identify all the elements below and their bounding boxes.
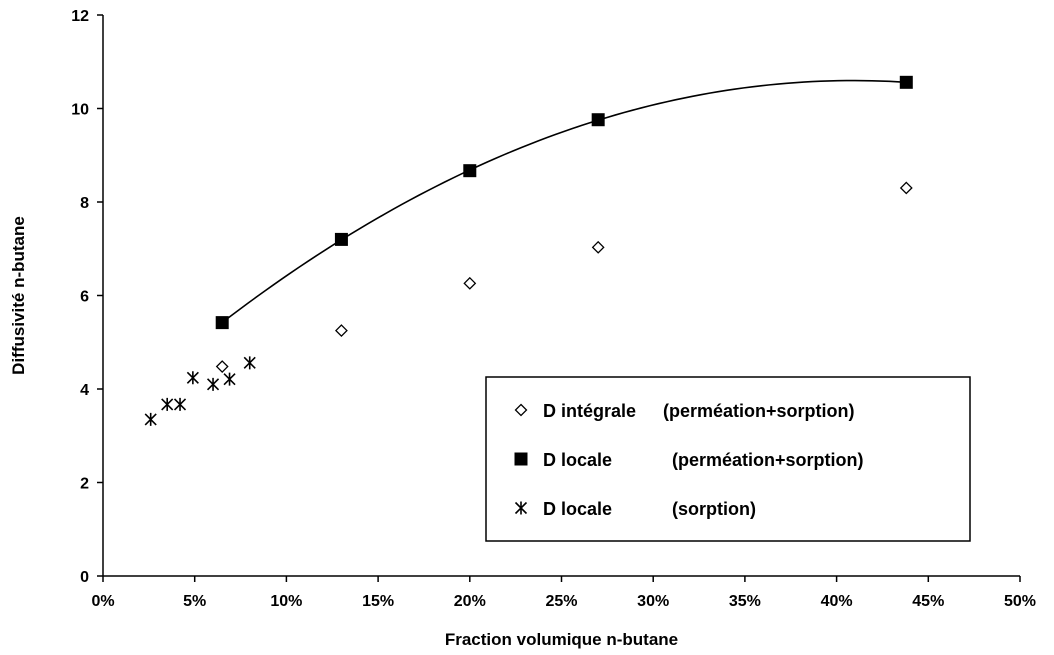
legend-box	[485, 376, 971, 542]
data-point	[591, 113, 605, 127]
trendline	[221, 79, 907, 324]
y-axis-title: Diffusivité n-butane	[9, 216, 28, 375]
legend-marker	[514, 501, 528, 515]
x-tick-label: 25%	[545, 593, 577, 610]
y-tick-label: 10	[71, 102, 89, 119]
data-point	[206, 377, 220, 391]
legend-label: D intégrale	[543, 401, 636, 421]
asterisk-strokes	[243, 356, 256, 370]
x-axis-title: Fraction volumique n-butane	[445, 630, 678, 649]
legend: D intégrale (perméation+sorption)D locale…	[485, 376, 971, 542]
y-tick-label: 6	[80, 289, 89, 306]
data-point	[243, 356, 256, 370]
x-tick-label: 15%	[362, 593, 394, 610]
x-tick-label: 50%	[1004, 593, 1036, 610]
legend-marker	[514, 403, 528, 417]
data-point	[144, 412, 157, 426]
asterisk-strokes	[161, 397, 174, 411]
plot-area	[144, 75, 913, 426]
data-point	[335, 324, 348, 337]
asterisk-strokes	[144, 412, 157, 426]
legend-detail: (perméation+sorption)	[663, 401, 855, 421]
asterisk-strokes	[206, 377, 220, 391]
data-point	[186, 371, 199, 385]
y-tick-label: 2	[80, 476, 89, 493]
data-point	[334, 232, 348, 246]
data-point	[223, 372, 236, 386]
data-point	[215, 316, 229, 330]
legend-detail: (perméation+sorption)	[672, 450, 864, 470]
data-point	[591, 240, 605, 254]
y-tick-label: 0	[80, 569, 89, 586]
x-tick-label: 45%	[912, 593, 944, 610]
y-axis: 0 2 4 6 8 10 12 Diffusivité n-butane	[9, 8, 104, 586]
x-tick-label: 5%	[183, 593, 206, 610]
legend-marker	[514, 452, 528, 466]
legend-label: D locale	[543, 499, 612, 519]
data-point	[161, 397, 174, 411]
x-tick-label: 40%	[821, 593, 853, 610]
x-tick-label: 10%	[270, 593, 302, 610]
y-tick-label: 4	[80, 382, 89, 399]
data-point	[215, 360, 229, 373]
data-point	[899, 75, 913, 89]
series-3	[144, 356, 256, 426]
legend-entry-1: D intégrale (perméation+sorption)	[514, 401, 855, 421]
x-tick-label: 20%	[454, 593, 486, 610]
x-tick-label: 30%	[637, 593, 669, 610]
series-2	[215, 75, 913, 330]
data-point	[463, 164, 477, 178]
x-tick-label: 35%	[729, 593, 761, 610]
asterisk-strokes	[186, 371, 199, 385]
legend-detail: (sorption)	[672, 499, 756, 519]
data-point	[899, 181, 913, 195]
legend-label: D locale	[543, 450, 612, 470]
data-point	[463, 276, 477, 290]
legend-entry-2: D locale (perméation+sorption)	[514, 450, 864, 470]
y-tick-label: 8	[80, 195, 89, 212]
data-point	[173, 397, 187, 411]
x-tick-label: 0%	[91, 593, 114, 610]
series-1	[215, 181, 913, 373]
x-axis: 0% 5% 10% 15% 20% 25% 30% 35% 40% 45% 50% Fraction …	[91, 575, 1036, 649]
asterisk-strokes	[514, 501, 528, 515]
y-tick-label: 12	[71, 8, 89, 25]
asterisk-strokes	[223, 372, 236, 386]
legend-entry-3: D locale (sorption)	[514, 499, 756, 519]
asterisk-strokes	[173, 397, 187, 411]
